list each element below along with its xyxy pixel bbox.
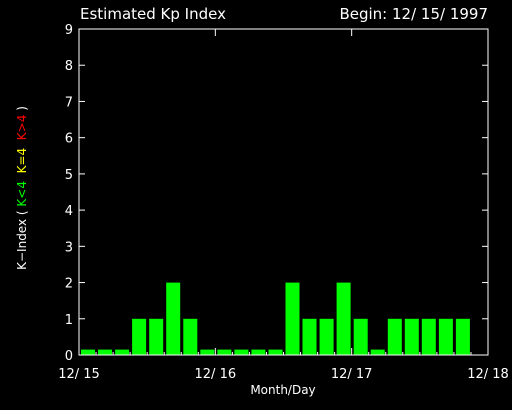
x-axis-ticks: 12/ 15 12/ 16 12/ 17 12/ 18 bbox=[58, 29, 509, 382]
kp-bar bbox=[285, 282, 300, 355]
y-tick-label: 7 bbox=[65, 95, 73, 110]
kp-bar bbox=[268, 349, 283, 355]
y-axis-title-part: K=4 bbox=[15, 148, 29, 174]
y-tick-label: 8 bbox=[65, 59, 73, 74]
chart-begin-date: Begin: 12/ 15/ 1997 bbox=[339, 5, 488, 23]
kp-bar bbox=[115, 349, 130, 355]
kp-bar bbox=[217, 349, 232, 355]
y-tick-label: 3 bbox=[65, 240, 73, 255]
kp-bar bbox=[455, 318, 470, 355]
y-axis-title-part: K−Index ( bbox=[15, 207, 29, 270]
kp-bar bbox=[132, 318, 147, 355]
kp-bar bbox=[166, 282, 181, 355]
chart-title: Estimated Kp Index bbox=[80, 5, 226, 23]
kp-bar bbox=[200, 349, 215, 355]
kp-bar bbox=[302, 318, 317, 355]
kp-bar bbox=[251, 349, 266, 355]
y-axis-title-part bbox=[15, 173, 29, 181]
y-axis-title-part: ) bbox=[15, 106, 29, 115]
bars-group bbox=[81, 282, 470, 355]
y-tick-label: 2 bbox=[65, 277, 73, 292]
y-axis-title: K−Index ( K<4 K=4 K>4 ) bbox=[15, 106, 29, 270]
kp-bar bbox=[98, 349, 112, 355]
y-axis-title-part: K>4 bbox=[15, 115, 29, 141]
kp-bar bbox=[421, 318, 436, 355]
y-tick-label: 9 bbox=[65, 23, 73, 38]
x-tick-label: 12/ 15 bbox=[58, 367, 100, 382]
y-tick-label: 0 bbox=[65, 349, 73, 364]
y-tick-label: 4 bbox=[65, 204, 73, 219]
x-tick-label: 12/ 17 bbox=[331, 367, 373, 382]
kp-bar bbox=[387, 318, 402, 355]
y-tick-label: 6 bbox=[65, 132, 73, 147]
kp-bar bbox=[370, 349, 385, 355]
y-axis-title-part: K<4 bbox=[15, 181, 29, 207]
kp-bar bbox=[149, 318, 164, 355]
x-tick-label: 12/ 16 bbox=[195, 367, 237, 382]
kp-bar bbox=[81, 349, 95, 355]
kp-bar bbox=[353, 318, 368, 355]
kp-bar bbox=[234, 349, 249, 355]
x-axis-title: Month/Day bbox=[250, 383, 315, 397]
kp-bar bbox=[183, 318, 198, 355]
y-tick-label: 5 bbox=[65, 168, 73, 183]
kp-bar bbox=[336, 282, 351, 355]
x-tick-label: 12/ 18 bbox=[467, 367, 509, 382]
y-axis-title-part bbox=[15, 140, 29, 148]
kp-bar bbox=[319, 318, 334, 355]
y-tick-label: 1 bbox=[65, 313, 73, 328]
y-axis-ticks: 0 1 2 3 4 5 6 7 8 9 bbox=[65, 23, 488, 364]
kp-bar bbox=[438, 318, 453, 355]
kp-bar bbox=[404, 318, 419, 355]
